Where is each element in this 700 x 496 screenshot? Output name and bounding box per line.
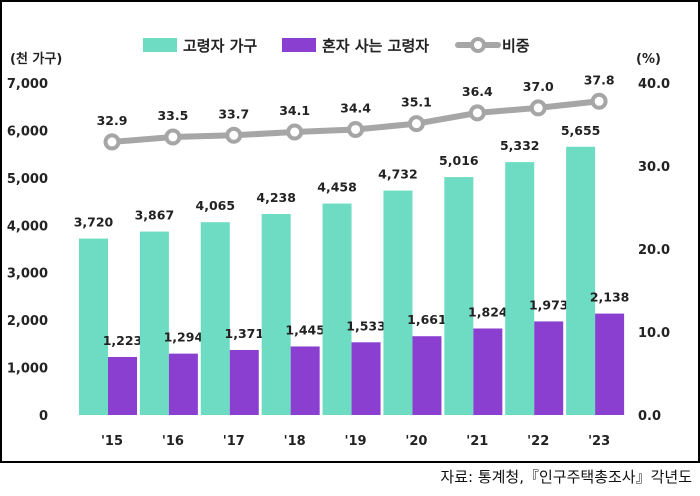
x-axis-tick-label: '19 <box>345 434 367 449</box>
bar-households <box>200 222 230 415</box>
axes: 0 1,000 2,000 3,000 4,000 5,000 6,000 7,000 0.0 1… <box>7 77 670 424</box>
x-axis-tick-label: '18 <box>284 434 306 449</box>
bar-living-alone <box>595 313 625 415</box>
bar-households <box>383 190 413 415</box>
data-label-households: 5,655 <box>561 123 601 138</box>
share-marker <box>164 128 182 146</box>
left-axis-unit: (천 가구) <box>10 52 62 67</box>
data-label-living-alone: 1,973 <box>529 297 569 312</box>
data-label-share: 37.8 <box>584 72 615 87</box>
data-label-households: 4,065 <box>196 198 236 213</box>
right-axis-tick-label: 30.0 <box>638 160 670 175</box>
right-axis-unit: (%) <box>636 52 661 67</box>
right-axis-tick-label: 40.0 <box>638 77 670 92</box>
legend-swatch-share-marker <box>470 37 486 53</box>
data-label-households: 3,867 <box>135 208 175 223</box>
data-label-share: 34.1 <box>279 103 310 118</box>
x-axis-tick-label: '23 <box>588 434 610 449</box>
data-label-living-alone: 1,824 <box>468 304 508 319</box>
right-axis-tick-label: 20.0 <box>638 243 670 258</box>
x-axis-tick-label: '16 <box>162 434 184 449</box>
right-axis-tick-label: 0.0 <box>638 409 661 424</box>
share-line: 32.9 33.5 33.7 34.1 34.4 35.1 36.4 37.0 37.8 <box>97 72 615 151</box>
data-label-households: 4,238 <box>256 190 296 205</box>
x-axis-tick-label: '21 <box>466 434 488 449</box>
bar-living-alone <box>351 342 381 415</box>
data-label-share: 35.1 <box>401 95 432 110</box>
bar-living-alone <box>108 356 137 415</box>
data-label-share: 37.0 <box>523 79 554 94</box>
x-axis-tick-label: '15 <box>101 434 123 449</box>
data-label-living-alone: 1,661 <box>407 312 447 327</box>
data-label-share: 32.9 <box>97 113 128 128</box>
data-label-living-alone: 1,223 <box>103 333 143 348</box>
bar-living-alone <box>534 321 564 415</box>
data-label-share: 33.7 <box>218 106 249 121</box>
left-axis-tick-label: 3,000 <box>7 267 48 282</box>
bar-living-alone <box>473 328 503 415</box>
x-axis-tick-label: '20 <box>405 434 427 449</box>
bar-households <box>505 162 535 415</box>
share-marker <box>286 123 304 141</box>
share-marker <box>103 133 121 151</box>
data-label-households: 5,016 <box>439 153 479 168</box>
data-label-share: 33.5 <box>157 108 188 123</box>
data-label-living-alone: 1,533 <box>346 318 386 333</box>
bars: 3,720 1,223 '15 3,867 1,294 '16 4,065 1,371 '17 4… <box>74 123 630 449</box>
data-label-households: 4,732 <box>378 167 418 182</box>
data-label-households: 5,332 <box>500 138 540 153</box>
legend-label-households: 고령자 가구 <box>183 37 257 55</box>
bar-households <box>79 238 108 415</box>
share-marker <box>468 104 486 122</box>
bar-living-alone <box>168 353 198 415</box>
data-label-living-alone: 1,371 <box>225 326 265 341</box>
source-note: 자료: 통계청,『인구주택총조사』각년도 <box>440 468 692 486</box>
data-label-living-alone: 2,138 <box>590 290 630 305</box>
left-axis-tick-label: 1,000 <box>7 362 48 377</box>
bar-households <box>322 203 352 415</box>
bar-living-alone <box>290 346 320 415</box>
right-axis-tick-label: 10.0 <box>638 326 670 341</box>
left-axis-tick-label: 6,000 <box>7 124 48 139</box>
data-label-living-alone: 1,445 <box>285 322 325 337</box>
bar-households <box>139 231 169 415</box>
x-axis-tick-label: '17 <box>223 434 245 449</box>
left-axis-tick-label: 5,000 <box>7 172 48 187</box>
data-label-households: 4,458 <box>317 180 357 195</box>
combo-chart: (천 가구) (%) 고령자 가구 혼자 사는 고령자 비중 0 1,000 2,0… <box>7 37 670 449</box>
left-axis-tick-label: 4,000 <box>7 219 48 234</box>
left-axis-tick-label: 7,000 <box>7 77 48 92</box>
bar-households <box>566 146 596 415</box>
x-axis-tick-label: '22 <box>527 434 549 449</box>
bar-living-alone <box>412 336 442 415</box>
data-label-share: 36.4 <box>462 84 493 99</box>
share-marker <box>347 120 365 138</box>
share-marker <box>529 99 547 117</box>
bar-living-alone <box>229 349 259 415</box>
share-marker <box>407 115 425 133</box>
bar-households <box>261 213 291 415</box>
data-label-share: 34.4 <box>340 100 371 115</box>
legend-label-living-alone: 혼자 사는 고령자 <box>322 37 429 55</box>
left-axis-tick-label: 2,000 <box>7 314 48 329</box>
bar-households <box>444 177 474 415</box>
share-marker <box>225 126 243 144</box>
legend-swatch-living-alone <box>282 38 316 52</box>
legend: 고령자 가구 혼자 사는 고령자 비중 <box>143 37 530 55</box>
data-label-households: 3,720 <box>74 215 114 230</box>
legend-label-share: 비중 <box>502 37 530 55</box>
data-label-living-alone: 1,294 <box>164 330 204 345</box>
legend-swatch-households <box>143 38 177 52</box>
left-axis-tick-label: 0 <box>39 409 48 424</box>
share-marker <box>590 92 608 110</box>
